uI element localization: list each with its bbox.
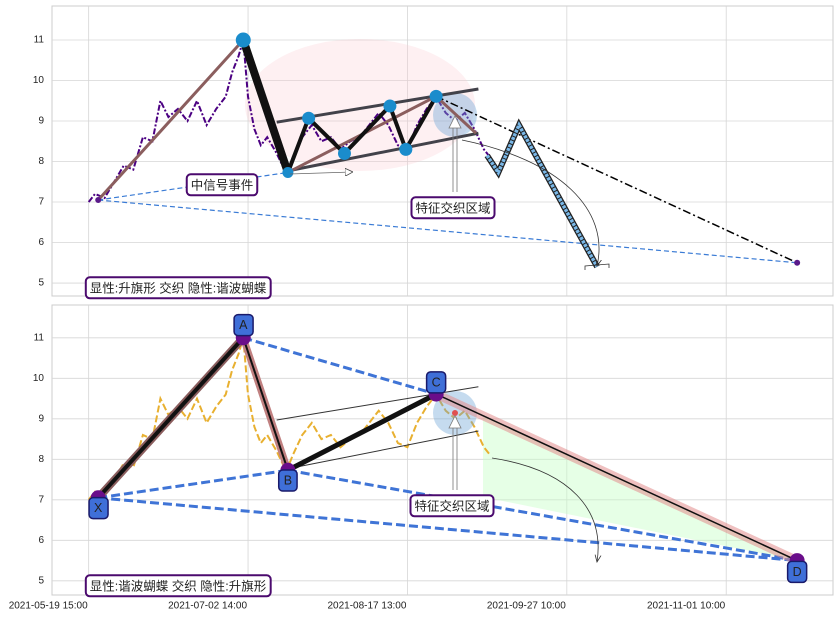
point-label: D <box>793 565 802 579</box>
end-dot <box>794 259 801 266</box>
leg <box>286 391 438 473</box>
leg <box>435 393 798 562</box>
pivot <box>429 89 443 103</box>
x-tick-label: 2021-11-01 10:00 <box>647 601 726 612</box>
end-dot <box>95 197 102 204</box>
support-line <box>98 199 798 264</box>
point-label: A <box>239 318 248 332</box>
y-tick-label: 8 <box>38 454 44 465</box>
leg <box>242 337 289 471</box>
leg <box>96 336 245 500</box>
y-tick-label: 10 <box>33 373 45 384</box>
tail-line <box>435 95 477 135</box>
pivot <box>235 32 251 48</box>
y-tick-label: 11 <box>34 35 45 46</box>
arrow <box>289 172 352 174</box>
pole-line <box>97 39 245 202</box>
pivot <box>282 166 294 178</box>
bracket <box>584 263 610 270</box>
point-label: X <box>94 501 103 515</box>
flag-lower <box>290 430 479 469</box>
annotation: 显性:升旗形 交织 隐性:谐波蝴蝶 <box>90 280 267 295</box>
pivot <box>383 99 397 113</box>
annotation: 特征交织区域 <box>415 200 490 215</box>
y-tick-label: 7 <box>38 494 44 505</box>
annotation-box <box>84 574 272 598</box>
pivot <box>399 142 413 156</box>
y-tick-label: 5 <box>38 575 44 586</box>
zigzag <box>286 95 438 174</box>
annotation-box <box>84 276 272 300</box>
annotation-box <box>410 196 496 220</box>
projection <box>485 121 599 268</box>
drop-line <box>239 38 292 174</box>
arrow <box>452 122 458 192</box>
price-line <box>87 39 492 203</box>
annotation: 特征交织区域 <box>414 498 489 513</box>
y-tick-label: 7 <box>38 197 44 208</box>
focus-dot <box>452 410 458 416</box>
y-tick-label: 6 <box>38 237 44 248</box>
curved-arrow <box>491 457 598 562</box>
x-tick-label: 2021-05-19 15:00 <box>9 601 88 612</box>
y-tick-label: 9 <box>38 116 44 127</box>
point-label-box <box>233 313 254 337</box>
point-label-box <box>277 469 298 492</box>
point-label-box <box>425 371 447 394</box>
annotation-box <box>185 173 259 197</box>
harmonic-dashed <box>287 468 798 563</box>
y-tick-label: 8 <box>38 156 44 167</box>
point-label-box <box>88 496 109 520</box>
arrow-head <box>448 115 462 129</box>
plot-area <box>51 304 834 596</box>
annotation: 显性:谐波蝴蝶 交织 隐性:升旗形 <box>90 578 267 593</box>
target-line <box>435 95 798 264</box>
pivot <box>302 111 316 125</box>
annotation-box <box>409 494 495 518</box>
harmonic-dashed <box>242 336 437 396</box>
x-tick-label: 2021-09-27 10:00 <box>487 601 566 612</box>
x-tick-label: 2021-08-17 13:00 <box>327 601 406 612</box>
plot-area <box>51 5 834 297</box>
flag-lower <box>290 131 479 172</box>
point-label-box <box>786 560 808 584</box>
curved-arrow <box>461 139 599 266</box>
pivot <box>337 146 351 160</box>
harmonic-dashed <box>98 468 289 500</box>
point-label: C <box>432 375 441 389</box>
y-tick-label: 11 <box>34 332 45 343</box>
y-tick-label: 10 <box>33 75 45 86</box>
annotation: 中信号事件 <box>191 177 254 192</box>
point-label: B <box>284 474 292 488</box>
arrow <box>452 422 458 490</box>
x-tick-label: 2021-07-02 14:00 <box>168 601 247 612</box>
price-line <box>87 337 492 501</box>
y-tick-label: 5 <box>38 278 44 289</box>
y-tick-label: 9 <box>38 413 44 424</box>
y-tick-label: 6 <box>38 535 44 546</box>
arrow-head <box>448 415 462 429</box>
